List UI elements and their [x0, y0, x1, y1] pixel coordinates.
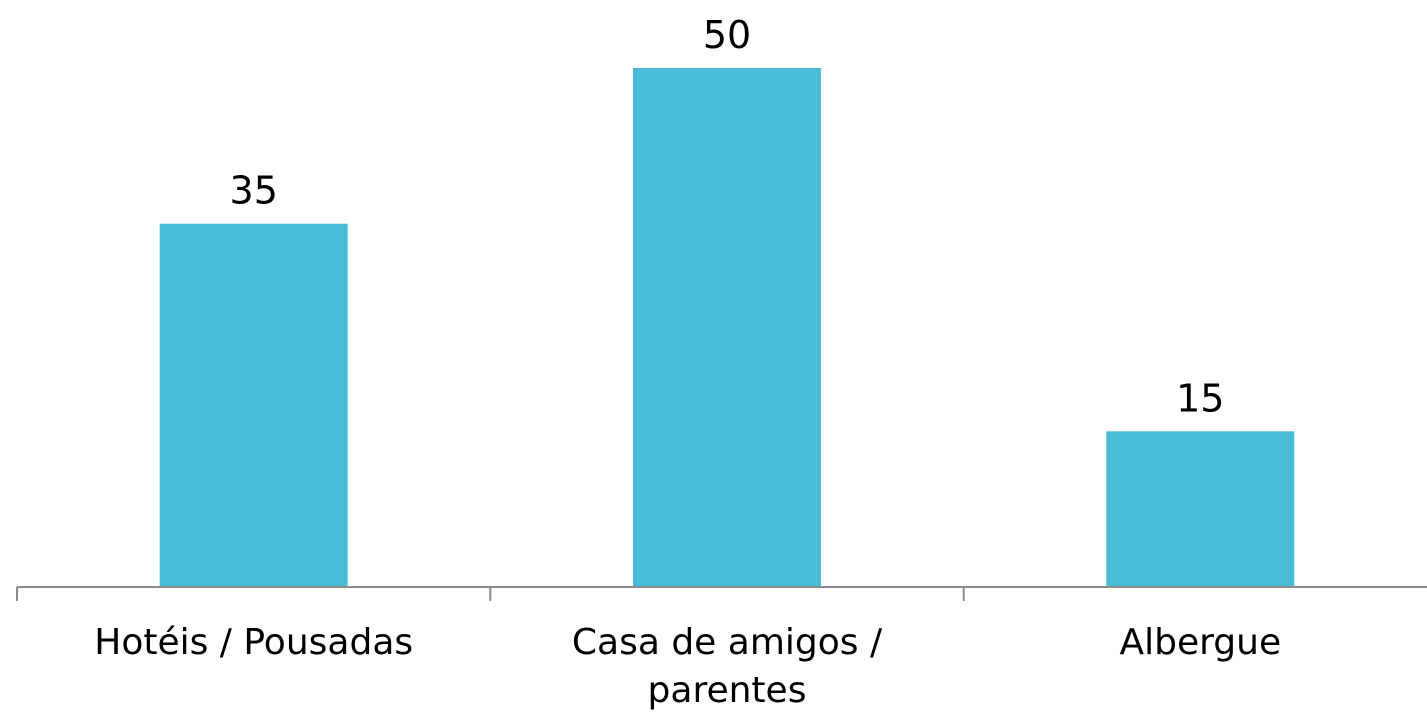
- data-label-3: 15: [1176, 376, 1224, 420]
- x-axis-ticks: [16, 587, 965, 601]
- category-label-1: Hotéis / Pousadas: [94, 622, 413, 663]
- data-label-1: 35: [230, 169, 278, 213]
- category-label-3: Albergue: [1119, 622, 1281, 663]
- bar-3: [1106, 431, 1295, 587]
- bar-1: [159, 223, 348, 587]
- category-label-2: Casa de amigos / parentes: [572, 622, 883, 711]
- value-labels-group: 35 50 15: [230, 13, 1225, 420]
- data-label-2: 50: [703, 13, 751, 57]
- bar-2: [633, 68, 821, 587]
- bars-group: [159, 68, 1295, 587]
- category-label-line: Casa de amigos /: [572, 622, 883, 663]
- category-label-line: Albergue: [1119, 622, 1281, 663]
- category-label-line: Hotéis / Pousadas: [94, 622, 413, 663]
- category-label-line: parentes: [648, 670, 807, 711]
- category-labels-group: Hotéis / Pousadas Casa de amigos / parente…: [94, 622, 1281, 711]
